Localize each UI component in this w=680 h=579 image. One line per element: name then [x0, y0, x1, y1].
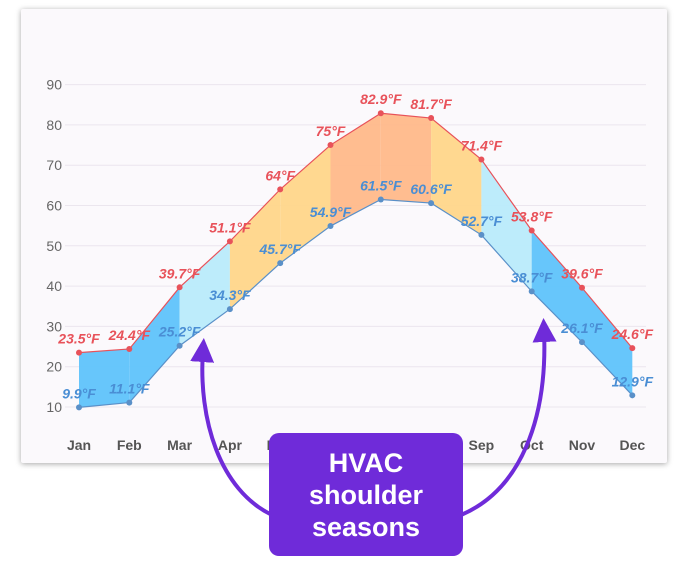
low-point	[277, 260, 284, 267]
high-point	[126, 345, 133, 352]
low-point	[428, 200, 435, 207]
band-segment	[380, 113, 432, 204]
hvac-callout: HVAC shoulder seasons	[269, 433, 463, 556]
x-tick-label: Nov	[569, 437, 596, 453]
temperature-range-chart: 10 20 30 40 50 60 70 80 90 23.5°F 24.4°F 39.7°F 51.…	[46, 77, 653, 453]
high-data-label: 64°F	[265, 167, 295, 183]
y-tick-label: 50	[46, 238, 62, 254]
low-point	[377, 196, 384, 203]
chart-card: 10 20 30 40 50 60 70 80 90 23.5°F 24.4°F 39.7°F 51.…	[21, 9, 667, 463]
high-point	[76, 349, 82, 356]
high-point	[377, 110, 384, 117]
high-data-label: 81.7°F	[410, 96, 452, 112]
high-series-line	[78, 112, 633, 354]
band-segment	[531, 230, 582, 343]
x-tick-label: Oct	[520, 437, 544, 453]
high-point	[277, 186, 284, 193]
high-data-label: 82.9°F	[360, 91, 402, 107]
high-data-label: 75°F	[316, 123, 346, 139]
x-tick-label: Jan	[67, 437, 91, 453]
low-point	[478, 231, 485, 238]
high-point	[226, 238, 233, 245]
y-tick-label: 10	[46, 399, 62, 415]
high-data-label: 24.4°F	[108, 327, 151, 343]
callout-line-3: seasons	[311, 511, 421, 542]
low-data-label: 12.9°F	[612, 373, 654, 389]
low-data-label: 45.7°F	[258, 241, 301, 257]
low-point	[528, 288, 535, 295]
low-data-label: 54.9°F	[310, 204, 352, 220]
low-data-label: 61.5°F	[360, 177, 402, 193]
high-data-label: 39.6°F	[561, 266, 603, 282]
high-point	[428, 115, 435, 122]
low-point	[327, 223, 334, 230]
high-point	[478, 156, 485, 163]
low-data-label: 25.2°F	[158, 324, 201, 340]
band-segment	[129, 287, 180, 403]
y-tick-label: 70	[46, 157, 62, 173]
band-segment	[229, 189, 281, 310]
band-segment	[280, 145, 331, 264]
y-axis: 10 20 30 40 50 60 70 80 90	[46, 77, 62, 415]
high-point	[579, 284, 585, 291]
y-tick-label: 30	[46, 318, 62, 334]
data-labels: 23.5°F 24.4°F 39.7°F 51.1°F 64°F 75°F 82.9°F 81…	[57, 91, 653, 401]
callout-line-1: HVAC	[328, 447, 404, 478]
low-point	[579, 339, 585, 346]
y-tick-label: 20	[46, 359, 62, 375]
high-data-label: 51.1°F	[209, 219, 251, 235]
temperature-bands	[79, 113, 633, 408]
band-segment	[582, 287, 633, 396]
band-segment	[179, 241, 230, 346]
y-tick-label: 90	[46, 77, 62, 93]
y-tick-label: 40	[46, 278, 62, 294]
low-data-label: 9.9°F	[62, 385, 96, 401]
high-data-label: 39.7°F	[159, 265, 201, 281]
band-segment	[481, 159, 532, 292]
low-point	[226, 306, 233, 313]
high-point	[176, 284, 183, 291]
low-point	[76, 404, 82, 411]
high-point	[528, 227, 535, 234]
series-points	[76, 110, 636, 411]
low-point	[176, 342, 183, 349]
high-point	[629, 345, 636, 352]
high-data-label: 53.8°F	[511, 208, 553, 224]
low-data-label: 11.1°F	[109, 381, 150, 397]
high-point	[327, 142, 334, 149]
y-tick-label: 80	[46, 117, 62, 133]
low-data-label: 60.6°F	[410, 181, 452, 197]
x-tick-label: Mar	[167, 437, 192, 453]
band-segment	[431, 118, 482, 235]
band-segment	[330, 113, 381, 227]
low-series-line	[78, 198, 633, 409]
low-data-label: 34.3°F	[209, 287, 251, 303]
low-data-label: 26.1°F	[560, 320, 603, 336]
x-tick-label: Apr	[218, 437, 243, 453]
x-tick-label: Dec	[619, 437, 645, 453]
low-point	[126, 399, 133, 406]
series-lines	[78, 112, 633, 409]
high-data-label: 71.4°F	[461, 138, 503, 154]
band-segment	[79, 348, 130, 408]
x-tick-label: Feb	[117, 437, 142, 453]
low-point	[629, 392, 636, 399]
callout-line-2: shoulder	[308, 479, 423, 510]
low-data-label: 38.7°F	[511, 269, 553, 285]
low-data-label: 52.7°F	[461, 213, 503, 229]
x-tick-label: Sep	[469, 437, 495, 453]
high-data-label: 24.6°F	[611, 326, 654, 342]
y-tick-label: 60	[46, 198, 62, 214]
high-data-label: 23.5°F	[57, 331, 100, 347]
